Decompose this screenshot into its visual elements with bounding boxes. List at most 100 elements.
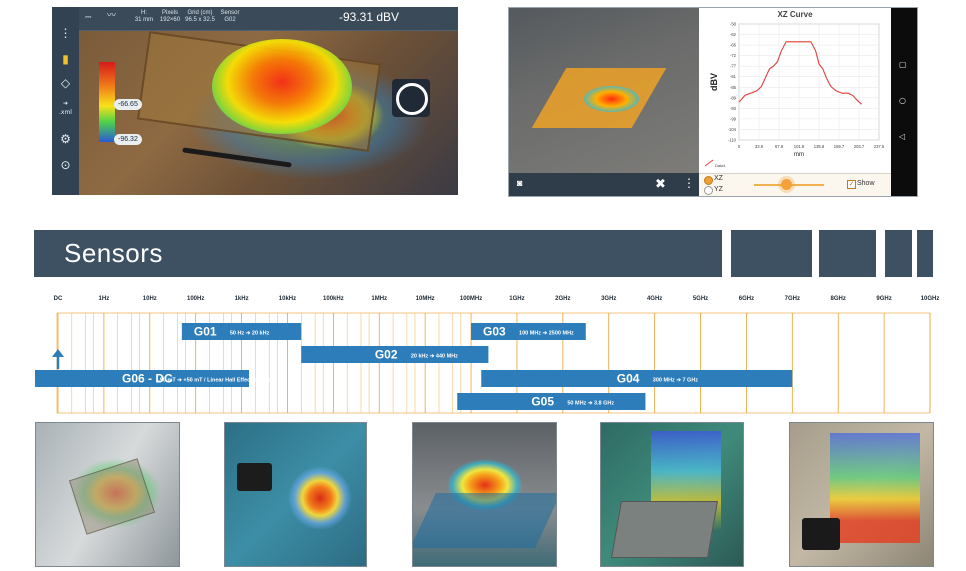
sensor-bar-g02: G02 20 kHz ➔ 440 MHz (301, 346, 489, 363)
home-icon[interactable]: ○ (899, 96, 906, 105)
usb-icon: ⎓ (85, 12, 92, 21)
header-block (819, 230, 876, 277)
scan-heatmap (584, 86, 639, 112)
curve-controls: XZ YZ ✓ Show (699, 173, 891, 196)
x-tick-label: 0 (738, 144, 741, 149)
xz-radio-label: XZ (714, 175, 723, 182)
header-block (731, 230, 812, 277)
app-sidebar: ⋮ ▮ ◇ ➜ .xml ⚙ ⊙ (52, 7, 79, 195)
y-tick-label: -89 (730, 95, 737, 100)
patch-dome-photo (412, 422, 557, 567)
close-icon[interactable]: ✖ (655, 176, 666, 191)
height-readout: H: 31 mm (134, 10, 154, 24)
record-icon[interactable]: ⊙ (60, 158, 71, 172)
sensor-name: G03 (483, 325, 506, 339)
frequency-tick-label: 5GHz (693, 296, 708, 302)
sensor-label: Sensor (220, 10, 240, 16)
sensor-range: 50 MHz ➔ 3.8 GHz (567, 401, 614, 407)
show-checkbox[interactable]: ✓ (847, 180, 856, 189)
ar-app-screenshot: ⋮ ▮ ◇ ➜ .xml ⚙ ⊙ ⎓ 〰 H: 31 mm Pixels 192×… (52, 7, 458, 195)
yz-radio[interactable] (704, 186, 713, 195)
height-label: H: (141, 10, 147, 16)
x-axis-label: mm (794, 152, 804, 158)
menu-icon[interactable]: ⋮ (59, 26, 72, 40)
frequency-tick-label: 4GHz (647, 296, 662, 302)
pcb-scan-photo (35, 422, 180, 567)
sensor-range: 50 Hz ➔ 20 kHz (230, 331, 270, 337)
sensor-name: G01 (194, 325, 217, 339)
back-icon[interactable]: ◁ (899, 132, 906, 141)
frequency-tick-label: 9GHz (876, 296, 891, 302)
x-tick-label: 33.9 (755, 144, 764, 149)
curve-chart-panel: XZ Curve dBV mm -58 -62 -66 -72 -77 -81 -85 -89… (699, 8, 891, 173)
sensor-bar-fill (35, 370, 249, 387)
frequency-tick-label: 7GHz (785, 296, 800, 302)
capture-ring-button[interactable] (396, 83, 428, 115)
sensor-range: -50 mT ➔ +50 mT / Linear Hall Effect Sen… (158, 378, 273, 384)
header-block (885, 230, 912, 277)
layers-icon[interactable]: ◇ (60, 76, 71, 90)
scan-plane (413, 493, 556, 548)
sensors-header-band (34, 230, 722, 277)
waveform-icon: 〰 (107, 10, 117, 20)
sensor-bar-fill (471, 323, 586, 340)
sensor-bar-fill (181, 323, 302, 340)
header-block (917, 230, 933, 277)
sensor-bar-fill (457, 393, 646, 410)
curve-app-screenshot: ◙ ✖ ⋮ XZ Curve dBV mm -58 -62 -66 -72 -77 -81… (508, 7, 918, 197)
frequency-tick-label: 10MHz (416, 296, 435, 302)
view-toolbar: ◙ ✖ ⋮ (509, 173, 699, 196)
scale-min-label: -96.32 (114, 134, 142, 145)
frequency-tick-label: 1Hz (99, 296, 110, 302)
more-icon[interactable]: ⋮ (683, 176, 695, 190)
camera-icon[interactable]: ◙ (517, 178, 523, 188)
frequency-tick-label: 1GHz (509, 296, 524, 302)
y-tick-label: -72 (730, 53, 737, 58)
sensor-bar-g01: G01 50 Hz ➔ 20 kHz (181, 323, 302, 340)
height-value: 31 mm (134, 17, 154, 23)
pixels-readout: Pixels 192×60 (159, 10, 181, 24)
sensor-range: 300 MHz ➔ 7 GHz (653, 378, 699, 384)
recent-apps-icon[interactable]: ▢ (899, 60, 907, 69)
antenna-sphere-photo (224, 422, 367, 567)
sensor-frequency-chart: DC 1Hz 10Hz 100Hz 1kHz 10kHz 100kHz 1MHz 10MHz 10… (35, 296, 940, 414)
frequency-tick-label: 1kHz (235, 296, 249, 302)
pcb-board (68, 458, 156, 535)
xz-radio[interactable] (704, 176, 713, 185)
field-heatmap-overlay (212, 39, 352, 134)
position-slider-thumb[interactable] (781, 179, 792, 190)
sensor-bar-g06-dc: G06 - DC-50 mT ➔ +50 mT / Linear Hall Ef… (35, 370, 273, 387)
frequency-tick-label: 10GHz (921, 296, 940, 302)
y-tick-label: -62 (730, 32, 737, 37)
frequency-tick-label: 10Hz (143, 296, 157, 302)
dbv-readout: -93.31 dBV (339, 10, 400, 24)
xz-curve-chart: XZ Curve dBV mm -58 -62 -66 -72 -77 -81 -85 -89… (704, 10, 885, 168)
measurement-header: ⎓ 〰 H: 31 mm Pixels 192×60 Grid (cm) 96.… (79, 7, 458, 31)
frequency-tick-label: 100Hz (187, 296, 204, 302)
sensor-module (237, 463, 272, 491)
section-title: Sensors (64, 238, 163, 268)
gear-icon[interactable]: ⚙ (60, 132, 71, 146)
pixels-value: 192×60 (159, 17, 181, 23)
grid-label: Grid (cm) (187, 10, 213, 16)
y-tick-label: -93 (730, 106, 737, 111)
sensor-value: G02 (224, 17, 236, 23)
y-tick-label: -58 (730, 22, 737, 27)
x-tick-label: 101.8 (794, 144, 805, 149)
y-tick-label: -81 (730, 74, 737, 79)
pixels-label: Pixels (161, 10, 178, 16)
y-tick-label: -104 (728, 127, 737, 132)
module-volume-photo (789, 422, 934, 567)
frequency-tick-label: 100MHz (460, 296, 482, 302)
sensor-name: G02 (375, 348, 398, 362)
y-tick-label: -99 (730, 116, 737, 121)
yz-radio-label: YZ (714, 186, 723, 193)
sensor-module (802, 518, 840, 550)
sensor-bar-g03: G03 100 MHz ➔ 2500 MHz (471, 323, 586, 340)
export-xml-button[interactable]: ➜ .xml (59, 100, 72, 116)
frequency-tick-label: 2GHz (555, 296, 570, 302)
scale-max-label: -66.65 (114, 99, 142, 110)
color-scale-icon[interactable]: ▮ (62, 52, 69, 66)
frequency-tick-label: DC (54, 296, 63, 302)
frequency-tick-label: 3GHz (601, 296, 616, 302)
